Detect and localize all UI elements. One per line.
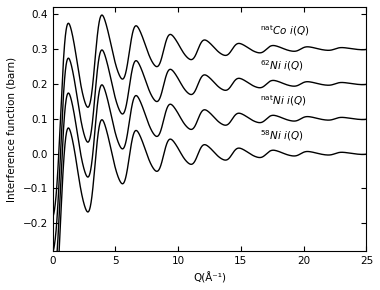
Text: $^{\mathrm{nat}}$Ni $i(Q)$: $^{\mathrm{nat}}$Ni $i(Q)$ [260, 93, 306, 108]
Text: $^{62}$Ni $i(Q)$: $^{62}$Ni $i(Q)$ [260, 59, 304, 73]
Text: $^{\mathrm{nat}}$Co $i(Q)$: $^{\mathrm{nat}}$Co $i(Q)$ [260, 23, 309, 38]
X-axis label: Q(Å⁻¹): Q(Å⁻¹) [193, 272, 226, 283]
Y-axis label: Interference function (barn): Interference function (barn) [7, 57, 17, 202]
Text: $^{58}$Ni $i(Q)$: $^{58}$Ni $i(Q)$ [260, 128, 304, 143]
